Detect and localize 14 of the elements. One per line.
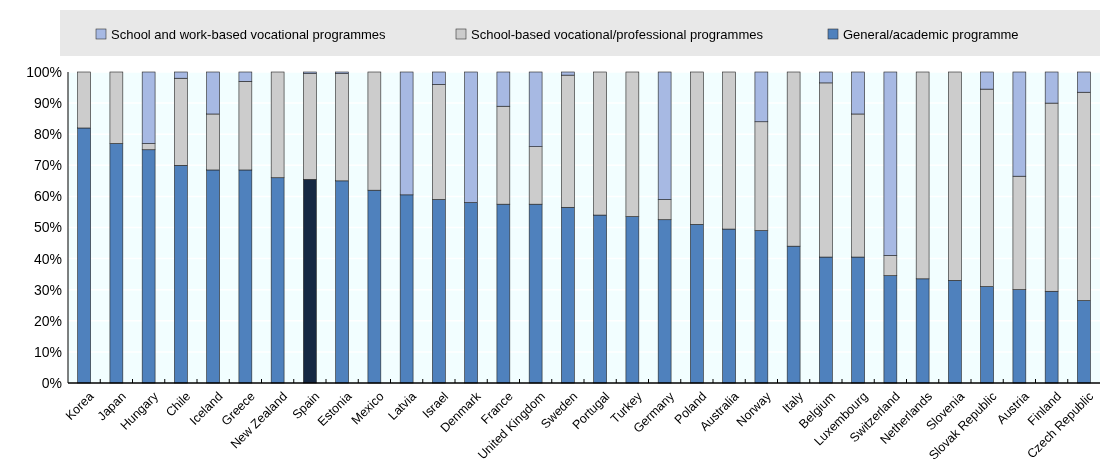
y-tick-label: 70%	[33, 157, 62, 174]
y-tick-label: 60%	[33, 188, 62, 205]
y-tick-label: 50%	[33, 219, 62, 236]
y-tick-label: 100%	[26, 63, 62, 80]
y-tick-label: 0%	[41, 374, 62, 391]
legend-label: School-based vocational/professional programmes	[471, 26, 764, 42]
y-tick-label: 90%	[33, 95, 62, 111]
legend-label: School and work-based vocational programmes	[111, 26, 387, 42]
y-tick-label: 10%	[33, 343, 62, 360]
y-tick-label: 80%	[33, 126, 62, 143]
y-tick-label: 40%	[33, 250, 62, 267]
y-tick-label: 20%	[33, 312, 62, 329]
y-tick-label: 30%	[33, 281, 62, 298]
legend-label: General/academic programme	[843, 26, 1019, 42]
